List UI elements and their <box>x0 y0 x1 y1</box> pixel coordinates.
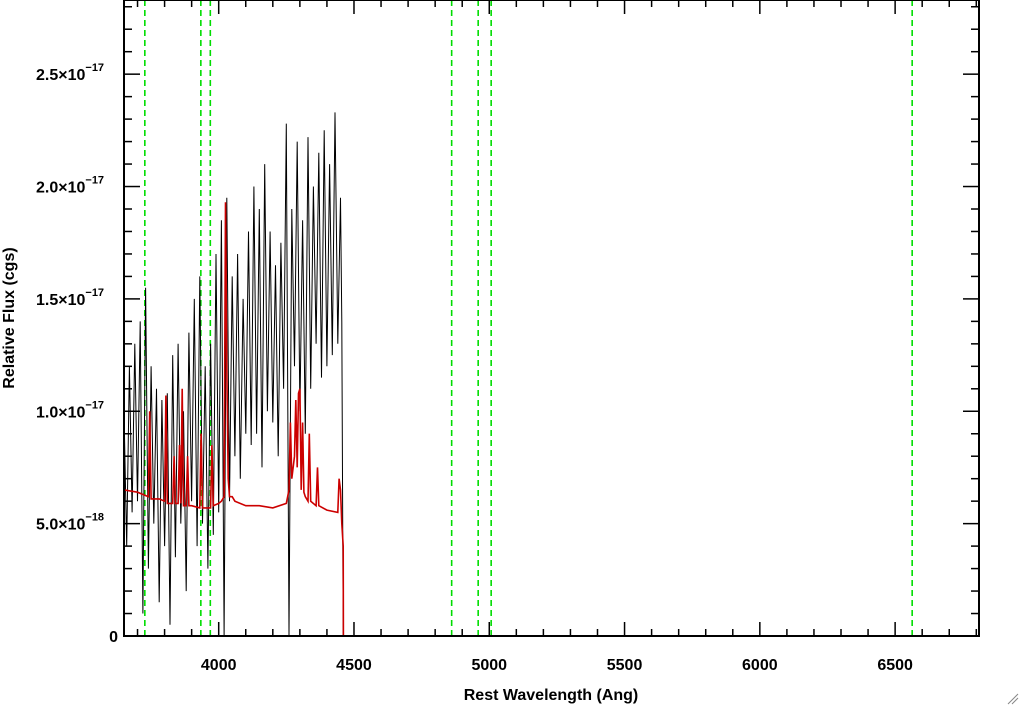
x-axis-title: Rest Wavelength (Ang) <box>464 687 639 704</box>
x-tick-label: 6500 <box>877 657 913 674</box>
x-tick-label: 5000 <box>471 657 507 674</box>
resize-grip-icon[interactable] <box>1007 693 1019 705</box>
x-tick-label: 4000 <box>201 657 237 674</box>
y-tick-label: 0 <box>109 629 118 646</box>
x-axis-ticks: 4000 4500 5000 5500 6000 6500 <box>136 0 978 674</box>
y-tick-label: 2.5×10−17 <box>36 62 104 84</box>
y-axis-title: Relative Flux (cgs) <box>1 247 18 388</box>
y-tick-label: 2.0×10−17 <box>36 175 104 197</box>
series-line-model <box>123 202 979 637</box>
plot-frame <box>123 0 980 637</box>
reference-lines <box>144 0 913 636</box>
axes-frame <box>123 0 980 637</box>
series-group <box>123 112 979 637</box>
x-tick-label: 6000 <box>742 657 778 674</box>
x-tick-label: 5500 <box>607 657 643 674</box>
y-tick-label: 1.0×10−17 <box>36 399 104 421</box>
series-line-observed <box>123 112 979 637</box>
x-tick-label: 4500 <box>336 657 372 674</box>
y-axis-ticks: 0 5.0×10−18 1.0×10−17 1.5×10−17 2.0×10−17 2.5… <box>36 5 979 646</box>
y-tick-label: 1.5×10−17 <box>36 287 104 309</box>
y-tick-label: 5.0×10−18 <box>36 512 104 534</box>
